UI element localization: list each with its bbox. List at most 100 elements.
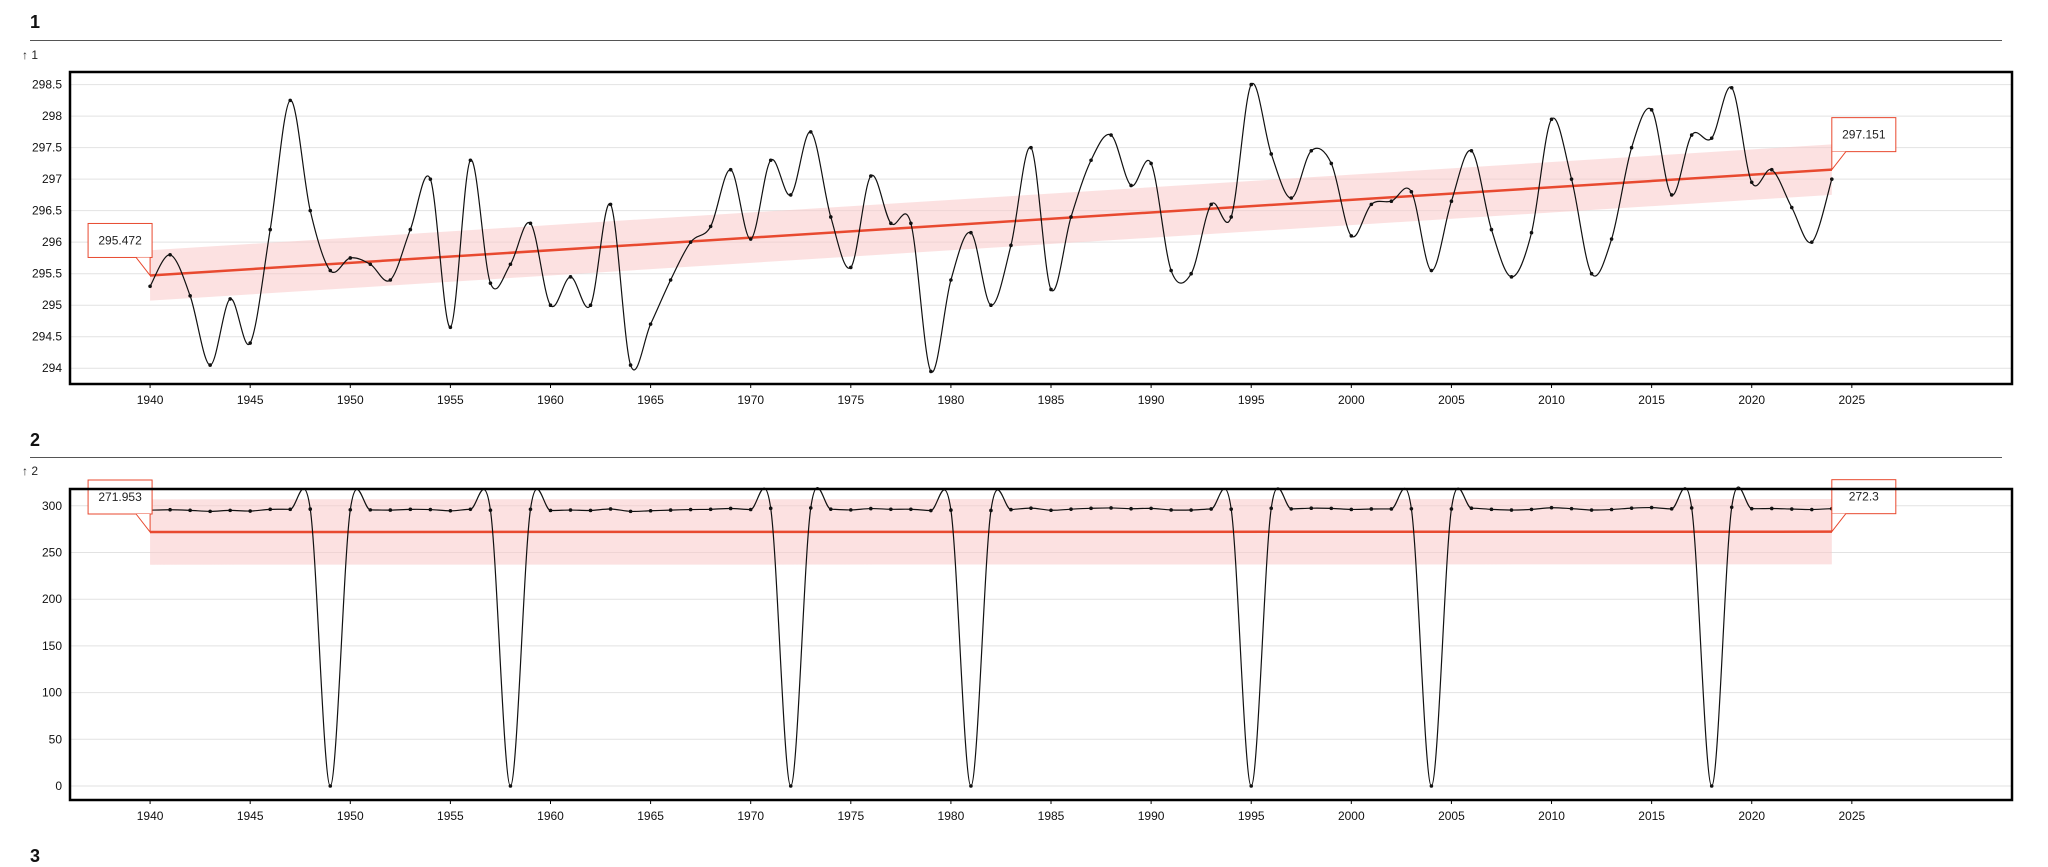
chart-1-data-point — [1470, 149, 1474, 153]
chart-1-data-point — [989, 303, 993, 307]
chart-2-data-point — [829, 507, 833, 511]
chart-1-data-point — [1049, 288, 1053, 292]
chart-1-data-point — [1810, 240, 1814, 244]
chart-1-x-tick-label: 1960 — [537, 393, 564, 407]
chart-1-data-point — [389, 278, 393, 282]
chart-2-data-point — [809, 506, 813, 510]
chart-1-y-tick-label: 294 — [42, 361, 62, 375]
chart-1-data-point — [829, 215, 833, 219]
chart-1-data-point — [809, 130, 813, 134]
chart-2-y-tick-label: 50 — [49, 732, 63, 746]
chart-2-data-point — [869, 507, 873, 511]
chart-1-end-callout: 297.151 — [1832, 118, 1896, 170]
chart-1-data-point — [429, 177, 433, 181]
chart-2-data-point — [1229, 507, 1233, 511]
chart-1-data-point — [1350, 234, 1354, 238]
chart-2-data-point — [1550, 506, 1554, 510]
chart-2-data-point — [1770, 507, 1774, 511]
chart-2-data-point — [1390, 507, 1394, 511]
chart-2-data-point — [1289, 507, 1293, 511]
chart-1-data-point — [348, 256, 352, 260]
chart-1-x-tick-label: 1990 — [1138, 393, 1165, 407]
chart-1-data-point — [1590, 272, 1594, 276]
chart-1-data-point — [1329, 162, 1333, 166]
chart-2-x-tick-label: 1970 — [737, 809, 764, 823]
chart-1-x-tick-label: 2020 — [1738, 393, 1765, 407]
chart-2-data-point — [288, 508, 292, 512]
chart-2-data-point — [228, 509, 232, 513]
chart-2-y-tick-label: 100 — [42, 686, 62, 700]
chart-1-x-tick-label: 1965 — [637, 393, 664, 407]
chart-1-x-tick-label: 2000 — [1338, 393, 1365, 407]
chart-1-data-point — [469, 158, 473, 162]
chart-1-data-point — [1009, 244, 1013, 248]
chart-1-data-point — [1269, 152, 1273, 156]
chart-1-y-tick-label: 296.5 — [32, 204, 62, 218]
chart-2-data-point — [729, 507, 733, 511]
chart-1-data-point — [168, 253, 172, 257]
chart-2-data-point — [509, 784, 513, 788]
chart-1-data-point — [188, 294, 192, 298]
chart-2-x-tick-label: 2025 — [1838, 809, 1865, 823]
chart-1-x-tick-label: 1940 — [137, 393, 164, 407]
chart-1-data-point — [889, 221, 893, 225]
chart-1-data-point — [1069, 215, 1073, 219]
chart-2-data-point — [629, 510, 633, 514]
chart-2-x-tick-label: 1940 — [137, 809, 164, 823]
chart-2-data-point — [969, 784, 973, 788]
chart-1-data-point — [569, 275, 573, 279]
chart-2-data-point — [989, 509, 993, 513]
chart-1-x-tick-label: 1975 — [837, 393, 864, 407]
chart-1-x-tick-label: 2010 — [1538, 393, 1565, 407]
chart-2-x-tick-label: 1955 — [437, 809, 464, 823]
chart-2-x-tick-label: 1960 — [537, 809, 564, 823]
chart-2-data-point — [429, 508, 433, 512]
chart-2-end-callout-label: 272.3 — [1849, 490, 1879, 504]
chart-1-data-point — [328, 269, 332, 273]
chart-2-data-point — [449, 509, 453, 513]
chart-2-x-tick-label: 2015 — [1638, 809, 1665, 823]
chart-1-data-point — [869, 174, 873, 178]
chart-2-data-point — [1169, 508, 1173, 512]
chart-1-data-point — [1209, 203, 1213, 207]
chart-1-data-point — [749, 237, 753, 241]
chart-2-y-tick-label: 250 — [42, 546, 62, 560]
chart-2-data-point — [268, 508, 272, 512]
chart-2-data-point — [469, 507, 473, 511]
chart-2-data-point — [1650, 506, 1654, 510]
chart-2-data-point — [1510, 508, 1514, 512]
chart-2-x-tick-label: 2005 — [1438, 809, 1465, 823]
chart-2-data-point — [1730, 505, 1734, 509]
chart-1-data-point — [369, 262, 373, 266]
chart-1-data-point — [1129, 184, 1133, 188]
chart-1-data-point — [669, 278, 673, 282]
chart-1-data-point — [969, 231, 973, 235]
chart-1-y-tick-label: 294.5 — [32, 330, 62, 344]
chart-1-data-point — [1109, 133, 1113, 137]
chart-1-data-point — [1770, 168, 1774, 172]
chart-2-data-point — [308, 507, 312, 511]
chart-1-data-point — [789, 193, 793, 197]
chart-1-data-point — [929, 370, 933, 374]
chart-1-data-point — [909, 221, 913, 225]
chart-2-data-point — [208, 510, 212, 514]
chart-2-data-point — [168, 508, 172, 512]
chart-2-data-point — [1790, 507, 1794, 511]
chart-1-x-tick-label: 2015 — [1638, 393, 1665, 407]
chart-1-data-point — [208, 363, 212, 367]
chart-2-data-point — [609, 507, 613, 511]
chart-1-data-point — [248, 341, 252, 345]
chart-2-data-point — [1590, 508, 1594, 512]
chart-2-data-point — [789, 784, 793, 788]
chart-1-data-point — [1510, 275, 1514, 279]
chart-2-data-point — [1049, 508, 1053, 512]
chart-2-data-point — [1109, 506, 1113, 510]
chart-2-data-point — [1610, 508, 1614, 512]
chart-1-data-point — [1490, 228, 1494, 232]
chart-2-data-point — [669, 508, 673, 512]
chart-2-x-tick-label: 1980 — [938, 809, 965, 823]
chart-1-data-point — [1430, 269, 1434, 273]
chart-2-data-point — [1670, 507, 1674, 511]
